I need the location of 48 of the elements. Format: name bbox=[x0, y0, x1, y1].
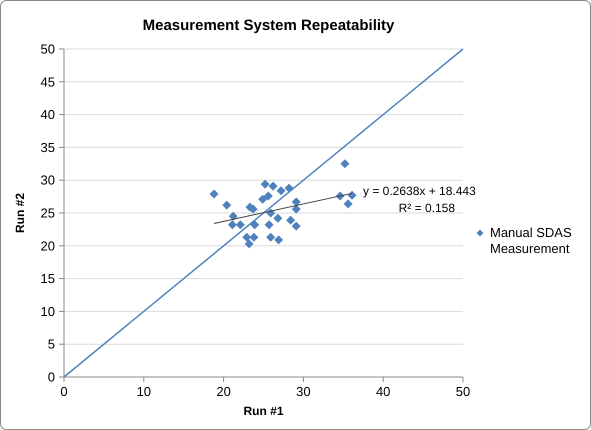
point bbox=[249, 232, 258, 242]
y-tick-label: 25 bbox=[40, 206, 55, 220]
point bbox=[292, 197, 301, 206]
x-tick-label: 30 bbox=[296, 384, 311, 399]
point bbox=[236, 220, 245, 230]
point bbox=[348, 190, 357, 200]
y-tick-label: 35 bbox=[40, 140, 55, 155]
y-tick-label: 0 bbox=[48, 370, 55, 384]
point bbox=[264, 191, 273, 200]
y-tick-label: 20 bbox=[40, 238, 55, 254]
annotation: R² = 0.158 bbox=[398, 201, 456, 215]
y-axis-title: Run #2 bbox=[13, 192, 27, 234]
annotation: y = 0.2638x + 18.443 bbox=[363, 184, 476, 198]
point bbox=[228, 220, 237, 230]
point bbox=[292, 204, 301, 214]
x-tick-label: 20 bbox=[216, 384, 231, 399]
point bbox=[268, 182, 278, 191]
y-tick-label: 15 bbox=[40, 271, 55, 286]
x-tick-label: 10 bbox=[136, 384, 152, 399]
x-axis-title: Run #1 bbox=[243, 404, 284, 418]
point bbox=[276, 186, 286, 196]
point bbox=[264, 220, 274, 230]
y-tick-label: 45 bbox=[40, 74, 55, 90]
point bbox=[340, 159, 350, 168]
legend-label: Manual SDAS Measurement bbox=[490, 225, 572, 256]
y-tick-label: 50 bbox=[40, 42, 55, 56]
point bbox=[286, 216, 296, 225]
x-tick-label: 40 bbox=[376, 384, 390, 399]
point bbox=[266, 232, 276, 242]
point bbox=[242, 232, 252, 242]
point bbox=[344, 199, 353, 208]
point bbox=[250, 220, 260, 230]
point bbox=[258, 194, 268, 204]
point bbox=[210, 189, 219, 198]
chart-title: Measurement System Repeatability bbox=[142, 17, 396, 34]
point bbox=[222, 200, 232, 210]
point bbox=[244, 239, 254, 248]
point bbox=[292, 222, 301, 231]
y-tick-label: 30 bbox=[40, 172, 55, 188]
point bbox=[260, 180, 270, 189]
y-tick-label: 40 bbox=[40, 107, 55, 122]
y-tick-label: 10 bbox=[40, 304, 55, 319]
point bbox=[274, 235, 284, 244]
point bbox=[273, 214, 282, 223]
y-tick-label: 5 bbox=[48, 336, 55, 352]
point bbox=[228, 212, 238, 221]
x-tick-label: 50 bbox=[456, 384, 470, 399]
x-tick-label: 0 bbox=[60, 384, 68, 399]
